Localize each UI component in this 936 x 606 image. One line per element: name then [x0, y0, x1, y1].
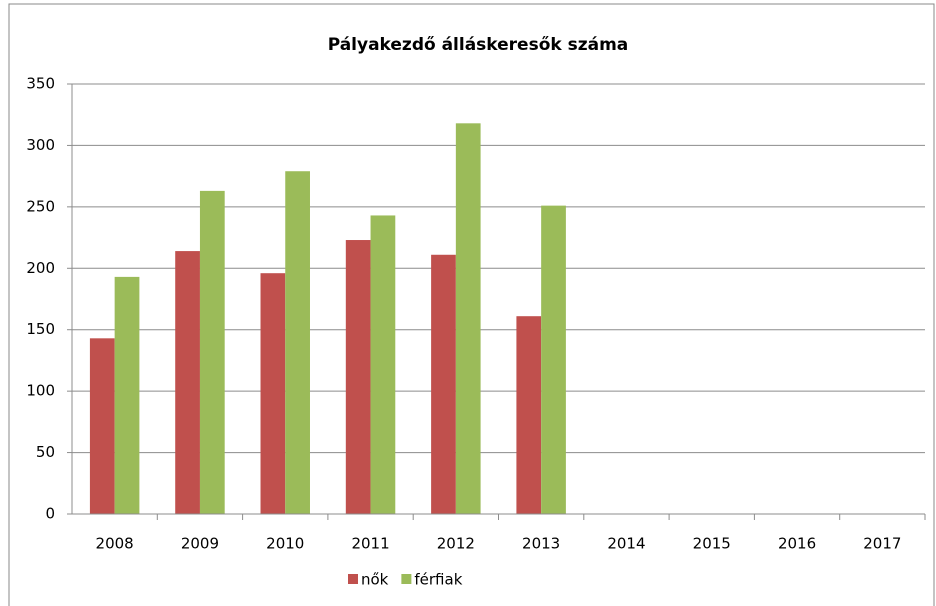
x-tick-label: 2017 [863, 535, 901, 553]
bar [431, 254, 456, 514]
y-tick-label: 200 [26, 259, 55, 277]
x-tick-label: 2008 [96, 535, 134, 553]
x-tick-label: 2016 [778, 535, 816, 553]
chart-title: Pályakezdő álláskeresők száma [328, 35, 629, 55]
legend-label: férfiak [414, 571, 462, 589]
y-tick-label: 50 [36, 443, 55, 461]
y-tick-label: 100 [26, 382, 55, 400]
bar [541, 205, 566, 514]
legend-swatch [348, 574, 358, 584]
bar [345, 240, 371, 514]
y-tick-label: 350 [26, 75, 55, 93]
y-tick-label: 250 [26, 197, 55, 215]
bar [455, 123, 481, 515]
x-tick-label: 2011 [351, 535, 389, 553]
bar [175, 251, 200, 515]
x-tick-label: 2012 [437, 535, 475, 553]
x-tick-label: 2013 [522, 535, 560, 553]
x-tick-label: 2009 [181, 535, 219, 553]
y-tick-label: 300 [26, 136, 55, 154]
bar [199, 190, 225, 514]
x-tick-label: 2015 [693, 535, 731, 553]
bar [285, 171, 310, 514]
x-tick-label: 2010 [266, 535, 304, 553]
legend-swatch [401, 574, 412, 584]
bar [516, 316, 542, 514]
bar [370, 215, 396, 514]
bar [114, 276, 140, 514]
legend-label: nők [361, 571, 389, 589]
x-tick-label: 2014 [607, 535, 645, 553]
bar [89, 338, 115, 514]
bar [260, 273, 286, 514]
y-tick-label: 150 [26, 320, 55, 338]
y-tick-label: 0 [45, 505, 55, 523]
